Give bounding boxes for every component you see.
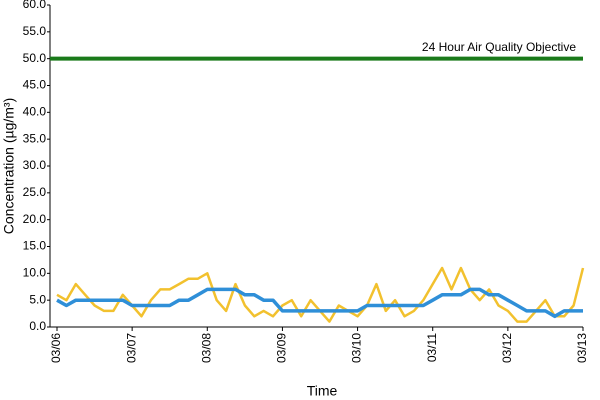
x-tick-label: 03/12	[500, 333, 514, 363]
y-tick-label: 30.0	[23, 158, 47, 172]
y-tick-label: 0.0	[29, 319, 46, 333]
y-tick-label: 5.0	[29, 292, 46, 306]
x-tick-label: 03/07	[124, 333, 138, 363]
x-tick-label: 03/13	[575, 333, 589, 363]
y-axis-label: Concentration (µg/m³)	[1, 98, 17, 234]
x-tick-label: 03/08	[199, 333, 213, 363]
data-line	[56, 287, 583, 319]
objective-label: 24 Hour Air Quality Objective	[422, 40, 576, 54]
x-tick-label: 03/09	[275, 333, 289, 363]
y-tick-label: 25.0	[23, 185, 47, 199]
x-tick-label: 03/10	[350, 333, 364, 363]
x-axis-label: Time	[307, 383, 338, 399]
y-tick-label: 45.0	[23, 78, 47, 92]
y-tick-label: 15.0	[23, 239, 47, 253]
y-tick-label: 40.0	[23, 105, 47, 119]
x-tick-label: 03/11	[425, 333, 439, 362]
y-tick-label: 20.0	[23, 212, 47, 226]
y-tick-label: 55.0	[23, 24, 47, 38]
y-tick-label: 60.0	[23, 0, 47, 11]
x-tick-label: 03/06	[49, 333, 63, 363]
y-tick-label: 35.0	[23, 131, 47, 145]
y-tick-label: 50.0	[23, 51, 47, 65]
y-tick-label: 10.0	[23, 266, 47, 280]
data-line	[56, 266, 585, 323]
